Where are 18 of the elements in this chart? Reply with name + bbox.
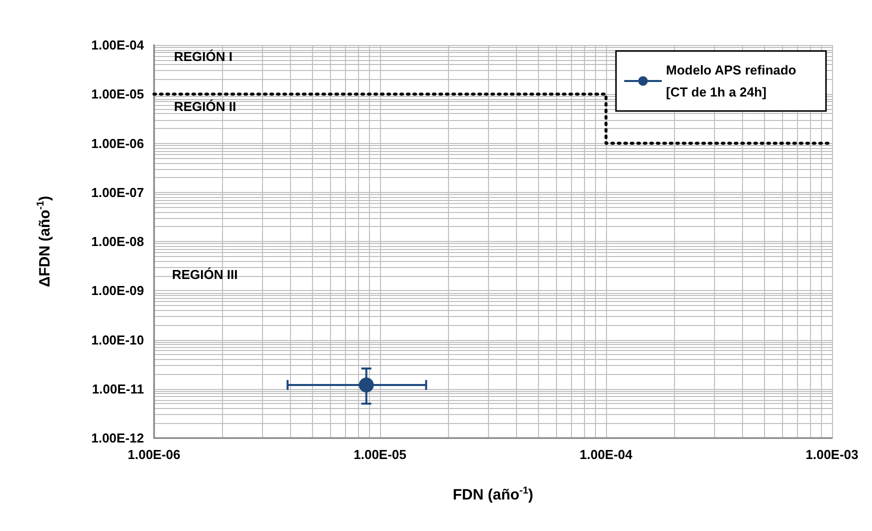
legend-label: Modelo APS refinado [CT de 1h a 24h] [666,62,800,100]
x-tick-label: 1.00E-03 [806,447,858,462]
y-tick-label: 1.00E-06 [91,136,144,151]
y-tick-label: 1.00E-12 [91,430,144,446]
x-tick-label: 1.00E-04 [580,447,634,462]
annotation: REGIÓN II [174,99,236,114]
y-tick-label: 1.00E-04 [91,38,145,52]
annotation: REGIÓN III [172,267,238,282]
y-tick-label: 1.00E-08 [91,234,144,249]
annotation: REGIÓN I [174,49,233,64]
y-tick-label: 1.00E-07 [91,184,144,200]
x-tick-label: 1.00E-05 [354,447,406,462]
y-tick-label: 1.00E-09 [91,283,144,298]
y-tick-label: 1.00E-11 [92,381,144,396]
y-axis-title: ΔFDN (año-1) [36,196,54,288]
x-tick-label: 1.00E-06 [128,447,180,462]
y-tick-label: 1.00E-10 [91,332,144,348]
y-tick-label: 1.00E-05 [91,86,144,102]
